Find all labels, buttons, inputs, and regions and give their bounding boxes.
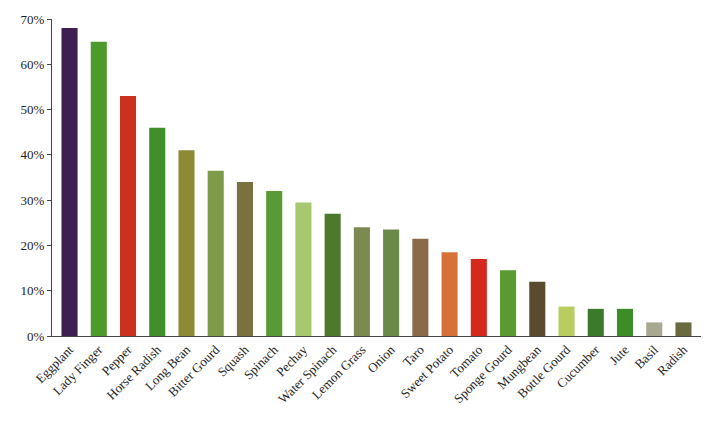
svg-text:Sweet Potato: Sweet Potato bbox=[397, 342, 456, 401]
svg-text:70%: 70% bbox=[21, 12, 45, 27]
svg-text:Radish: Radish bbox=[654, 342, 690, 378]
svg-text:30%: 30% bbox=[21, 193, 45, 208]
svg-text:Cucumber: Cucumber bbox=[554, 342, 603, 391]
svg-text:Mungbean: Mungbean bbox=[494, 342, 544, 392]
svg-text:Pechay: Pechay bbox=[273, 342, 311, 380]
svg-text:Lady Finger: Lady Finger bbox=[50, 342, 106, 398]
svg-text:Squash: Squash bbox=[215, 342, 253, 380]
svg-text:Jute: Jute bbox=[606, 342, 632, 368]
svg-text:0%: 0% bbox=[27, 329, 45, 344]
svg-text:Bitter Gourd: Bitter Gourd bbox=[165, 342, 223, 400]
svg-text:40%: 40% bbox=[21, 147, 45, 162]
svg-text:Water Spinach: Water Spinach bbox=[275, 342, 340, 407]
svg-text:Long Bean: Long Bean bbox=[142, 342, 194, 394]
svg-text:20%: 20% bbox=[21, 238, 45, 253]
svg-text:Eggplant: Eggplant bbox=[32, 342, 76, 386]
svg-text:50%: 50% bbox=[21, 102, 45, 117]
svg-text:Horse Radish: Horse Radish bbox=[104, 342, 165, 403]
svg-text:Spinach: Spinach bbox=[241, 342, 282, 383]
svg-text:Taro: Taro bbox=[400, 342, 427, 369]
svg-text:Lemon Grass: Lemon Grass bbox=[309, 342, 369, 402]
svg-text:60%: 60% bbox=[21, 57, 45, 72]
svg-text:10%: 10% bbox=[21, 283, 45, 298]
svg-text:Basil: Basil bbox=[631, 342, 661, 372]
svg-text:Tomato: Tomato bbox=[447, 342, 486, 381]
svg-text:Sponge Gourd: Sponge Gourd bbox=[451, 342, 515, 406]
svg-text:Pepper: Pepper bbox=[99, 342, 136, 379]
svg-text:Bottle Gourd: Bottle Gourd bbox=[514, 342, 573, 401]
svg-text:Onion: Onion bbox=[364, 342, 398, 376]
